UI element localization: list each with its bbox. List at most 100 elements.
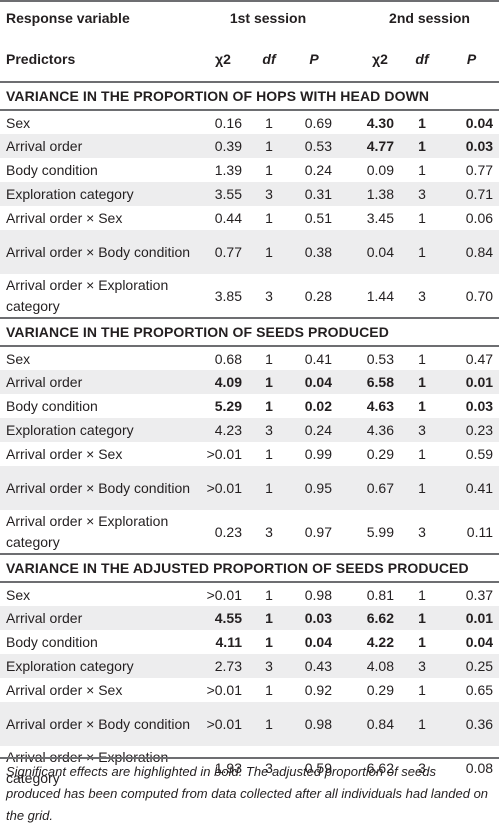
header-row-columns: Predictors χ2 df P χ2 df P [0, 36, 499, 83]
df-value-2: 1 [400, 370, 444, 394]
predictor-label: Sex [6, 114, 31, 131]
predictor-label: Arrival order [0, 606, 198, 630]
p-value-1: 0.04 [290, 370, 338, 394]
table-row: Arrival order × Sex >0.01 1 0.92 0.29 1 0.65 [0, 678, 499, 702]
df-value-1: 1 [265, 682, 273, 698]
chi-value-2: 6.62 [360, 606, 400, 630]
p-value-2: 0.04 [465, 634, 494, 650]
chi-value-2: 4.08 [360, 654, 400, 678]
table-top-rule [0, 0, 499, 2]
df-value-2: 1 [418, 446, 426, 462]
p-value-1: 0.98 [304, 586, 332, 603]
df-value-2: 3 [400, 182, 444, 206]
p-value-1: 0.24 [304, 162, 332, 178]
p-value-1: 0.41 [304, 350, 332, 367]
chi-value-2: 0.81 [366, 586, 394, 603]
predictor-label: Arrival order × Sex [6, 446, 123, 462]
predictor-label: Arrival order × Sex [6, 210, 123, 226]
predictor-label: Sex [6, 586, 31, 603]
chi-value-2: 6.62 [366, 760, 394, 776]
section-title-row: VARIANCE IN THE PROPORTION OF HOPS WITH … [0, 81, 499, 111]
p-value-2: 0.06 [465, 210, 494, 226]
chi-heading-1: χ2 [198, 36, 248, 83]
p-value-2: 0.01 [444, 370, 499, 394]
table-row: Arrival order × Sex >0.01 1 0.99 0.29 1 0.59 [0, 442, 499, 466]
p-value-1: 0.28 [304, 287, 332, 304]
df-value-1: 3 [248, 654, 290, 678]
chi-value-2: 4.36 [360, 418, 400, 442]
chi-value-2: 0.29 [366, 446, 394, 462]
table-row: Arrival order 4.09 1 0.04 6.58 1 0.01 [0, 370, 499, 394]
predictor-label: Exploration category [0, 182, 198, 206]
df-value-1: 1 [265, 350, 273, 367]
p-value-2: 0.04 [465, 114, 494, 131]
chi-value-1: >0.01 [198, 702, 248, 746]
chi-value-1: >0.01 [198, 466, 248, 510]
section-title-row: VARIANCE IN THE PROPORTION OF SEEDS PROD… [0, 317, 499, 347]
predictor-label: Body condition [6, 398, 98, 414]
df-heading-1: df [248, 36, 290, 83]
predictor-label: Arrival order [0, 134, 198, 158]
chi-value-1: >0.01 [206, 586, 242, 603]
p-value-2: 0.03 [444, 134, 499, 158]
chi-value-2: 0.67 [360, 466, 400, 510]
chi-value-1: 0.23 [214, 523, 242, 540]
predictor-label: Arrival order × Exploration category [6, 276, 169, 314]
chi-value-1: 4.23 [198, 418, 248, 442]
df-value-2: 3 [400, 418, 444, 442]
table-row: Arrival order × Body condition >0.01 1 0.95… [0, 466, 499, 510]
df-value-2: 1 [418, 210, 426, 226]
p-value-1: 0.59 [304, 760, 332, 776]
df-value-1: 1 [248, 230, 290, 274]
chi-value-2: 0.04 [360, 230, 400, 274]
p-value-1: 0.51 [304, 210, 332, 226]
p-value-2: 0.47 [465, 350, 494, 367]
chi-value-2: 4.63 [366, 398, 394, 414]
section-title: VARIANCE IN THE PROPORTION OF SEEDS PROD… [0, 317, 499, 347]
chi-value-1: 4.09 [198, 370, 248, 394]
df-value-2: 1 [400, 230, 444, 274]
section-title-row: VARIANCE IN THE ADJUSTED PROPORTION OF S… [0, 553, 499, 583]
predictor-label: Arrival order × Sex [6, 682, 123, 698]
chi-value-2: 1.38 [360, 182, 400, 206]
df-value-1: 3 [248, 418, 290, 442]
p-value-2: 0.70 [465, 287, 494, 304]
chi-value-1: 0.77 [198, 230, 248, 274]
p-value-2: 0.03 [465, 398, 494, 414]
table-row: Arrival order 4.55 1 0.03 6.62 1 0.01 [0, 606, 499, 630]
table-row: Exploration category 2.73 3 0.43 4.08 3 0.25 [0, 654, 499, 678]
p-value-1: 0.03 [290, 606, 338, 630]
df-value-1: 1 [265, 162, 273, 178]
chi-value-1: 2.73 [198, 654, 248, 678]
p-value-1: 0.43 [290, 654, 338, 678]
p-value-2: 0.01 [444, 606, 499, 630]
df-value-1: 1 [265, 398, 273, 414]
predictors-heading: Predictors [0, 36, 198, 83]
p-value-2: 0.41 [444, 466, 499, 510]
df-value-1: 3 [265, 287, 273, 304]
section-title: VARIANCE IN THE ADJUSTED PROPORTION OF S… [0, 553, 499, 583]
df-value-1: 1 [248, 134, 290, 158]
predictor-label: Arrival order × Body condition [0, 702, 198, 746]
df-value-2: 1 [400, 466, 444, 510]
chi-value-1: 0.44 [214, 210, 242, 226]
chi-value-1: 1.39 [214, 162, 242, 178]
chi-value-2: 1.44 [366, 287, 394, 304]
p-value-1: 0.95 [290, 466, 338, 510]
p-heading-2: P [444, 36, 499, 83]
table-row: Arrival order × Exploration category 0.23… [0, 510, 499, 554]
df-value-2: 1 [400, 134, 444, 158]
df-value-2: 3 [418, 760, 426, 776]
p-value-2: 0.59 [465, 446, 494, 462]
table-row: Arrival order × Sex 0.44 1 0.51 3.45 1 0.06 [0, 206, 499, 230]
session2-heading: 2nd session [389, 10, 470, 26]
p-heading-1: P [290, 36, 338, 83]
p-value-2: 0.36 [444, 702, 499, 746]
predictor-label: Body condition [6, 634, 98, 650]
chi-heading-2: χ2 [360, 36, 400, 83]
predictor-label: Exploration category [0, 418, 198, 442]
chi-value-2: 4.77 [360, 134, 400, 158]
table-row: Arrival order × Exploration category 3.85… [0, 274, 499, 318]
p-value-1: 0.99 [304, 446, 332, 462]
df-value-2: 1 [418, 682, 426, 698]
